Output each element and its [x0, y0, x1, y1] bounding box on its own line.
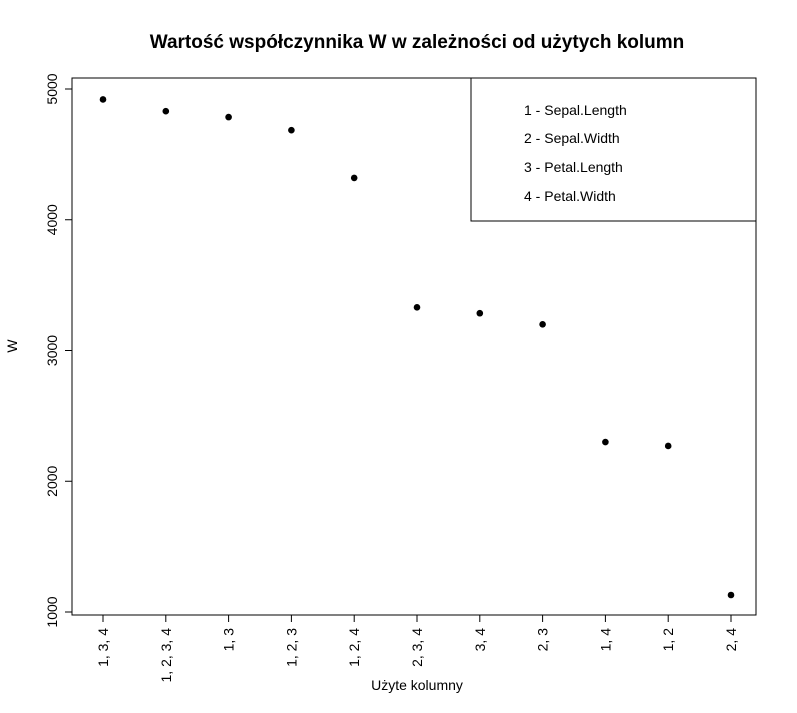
x-tick-label: 1, 3, 4 — [95, 628, 111, 667]
x-tick-label: 3, 4 — [472, 628, 488, 652]
y-tick-label: 5000 — [44, 73, 60, 104]
data-points — [99, 96, 735, 599]
data-point — [664, 442, 672, 450]
legend-item: 3 - Petal.Length — [524, 159, 623, 175]
data-point — [413, 304, 421, 311]
data-point — [225, 113, 232, 121]
y-tick-label: 3000 — [44, 335, 60, 366]
x-tick-label: 1, 2, 3 — [283, 628, 299, 667]
legend-item: 2 - Sepal.Width — [524, 130, 620, 146]
data-point — [539, 321, 546, 328]
x-tick-label: 1, 2, 3, 4 — [158, 628, 174, 683]
data-point — [162, 107, 170, 115]
y-axis-label: W — [4, 339, 20, 353]
legend-item: 4 - Petal.Width — [524, 188, 616, 204]
x-tick-label: 2, 3, 4 — [409, 628, 425, 667]
x-tick-label: 1, 2, 4 — [346, 628, 362, 667]
data-point — [727, 591, 735, 599]
x-tick-label: 2, 3 — [535, 628, 551, 652]
legend-item: 1 - Sepal.Length — [524, 102, 627, 118]
x-tick-label: 1, 3 — [221, 628, 237, 652]
legend-box — [470, 77, 757, 222]
data-point — [350, 174, 358, 182]
y-axis: 1000 2000 3000 4000 5000 — [44, 73, 72, 628]
data-point — [602, 438, 609, 446]
x-axis-label: Użyte kolumny — [371, 677, 463, 693]
chart-title: Wartość współczynnika W w zależności od … — [150, 32, 685, 53]
data-point — [288, 126, 295, 134]
y-tick-label: 2000 — [44, 465, 60, 496]
x-tick-label: 2, 4 — [723, 628, 739, 652]
y-tick-label: 1000 — [44, 596, 60, 627]
data-point — [476, 309, 484, 317]
x-tick-label: 1, 4 — [597, 628, 613, 652]
x-axis: 1, 3, 4 1, 2, 3, 4 1, 3 1, 2, 3 1, 2, 4 2, 3,… — [95, 615, 739, 682]
plot-frame — [71, 77, 757, 616]
y-tick-label: 4000 — [44, 204, 60, 235]
legend: 1 - Sepal.Length 2 - Sepal.Width 3 - Pet… — [470, 77, 757, 222]
x-tick-label: 1, 2 — [660, 628, 676, 652]
data-point — [99, 96, 107, 103]
